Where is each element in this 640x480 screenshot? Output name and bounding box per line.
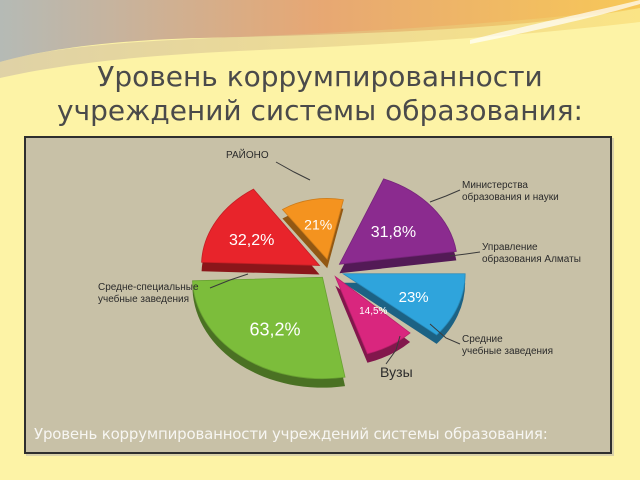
label-special-line-1: Средне-специальные <box>98 282 199 293</box>
label-special-line-2: учебные заведения <box>98 293 189 305</box>
chart-caption: Уровень коррумпированности учреждений си… <box>34 425 548 443</box>
pie-slice-value-label: 14,5% <box>359 306 387 317</box>
pie-slice-value-label: 23% <box>399 289 429 306</box>
slide-title: Уровень коррумпированности учреждений си… <box>0 60 640 128</box>
pie-slice <box>201 188 321 266</box>
chart-frame: 21% 31,8% 32,2% 23% 14,5% 63,2% РАЙОНО Министер… <box>24 136 612 454</box>
slide-title-line-1: Уровень коррумпированности <box>97 60 543 93</box>
pie-slice <box>281 198 344 261</box>
pie-slice <box>338 178 457 265</box>
pie-slice-group: 63,2% <box>192 276 346 388</box>
pie-slice-value-label: 63,2% <box>249 319 300 339</box>
leader-line <box>209 273 249 289</box>
leader-line <box>429 189 461 203</box>
pie-slice-value-label: 32,2% <box>229 232 274 249</box>
pie-slice-group: 14,5% <box>334 275 411 363</box>
pie-slice <box>192 276 346 380</box>
leader-line <box>429 323 461 345</box>
pie-slice-group: 32,2% <box>201 188 321 275</box>
pie-slice-group: 21% <box>281 198 344 269</box>
label-secondary-line-2: учебные заведения <box>462 345 553 357</box>
label-secondary-line-1: Средние <box>462 334 503 345</box>
pie-slice-group: 23% <box>341 273 466 344</box>
pie-slice <box>334 275 411 355</box>
label-ministry-line-1: Министерства <box>462 180 528 191</box>
pie-chart: 21% 31,8% 32,2% 23% 14,5% 63,2% РАЙОНО Министер… <box>98 148 581 388</box>
label-almaty-line-1: Управление <box>482 242 538 253</box>
leader-line <box>275 161 311 181</box>
leader-line <box>385 335 401 365</box>
pie-slice-value-label: 31,8% <box>371 224 416 241</box>
label-almaty-line-2: образования Алматы <box>482 253 581 265</box>
pie-slice <box>341 273 466 336</box>
pie-slice-value-label: 21% <box>304 217 332 233</box>
pie-slice-group: 31,8% <box>338 178 457 274</box>
label-ministry-line-2: образования и науки <box>462 191 559 203</box>
label-vuzy: Вузы <box>380 364 413 380</box>
label-rayono: РАЙОНО <box>226 148 269 161</box>
leader-line <box>449 251 481 257</box>
slide-title-line-2: учреждений системы образования: <box>57 94 583 127</box>
